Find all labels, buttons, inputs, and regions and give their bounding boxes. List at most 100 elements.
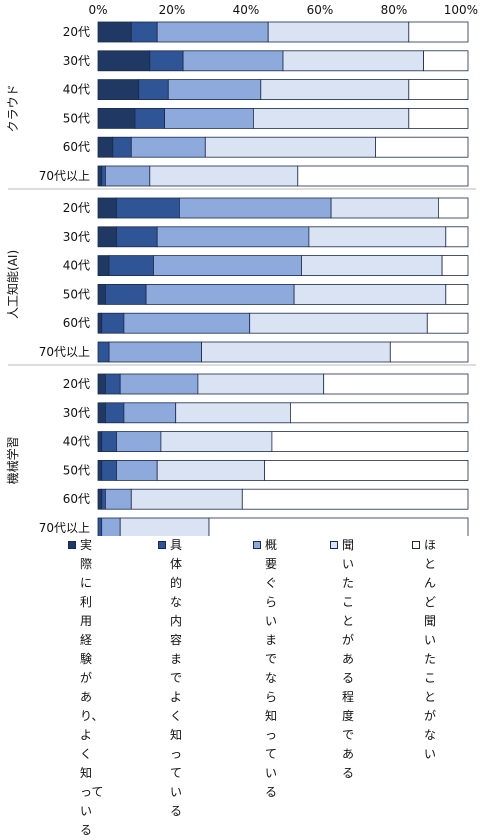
bar-segment — [123, 312, 251, 334]
stacked-bar-chart: 0% 20% 40% 60% 80% 100% クラウド 20代 30代 40代 50代 60代 70代… — [5, 3, 478, 536]
bar-segment — [156, 226, 310, 248]
bar-segment — [389, 341, 469, 363]
bar-segment — [423, 50, 469, 72]
category-label: 20代 — [63, 201, 90, 215]
bar-segment — [445, 283, 469, 305]
bar-segment — [116, 431, 162, 453]
category-label: 60代 — [63, 492, 90, 506]
group-label: 人工知能(AI) — [6, 250, 20, 319]
bar-segment — [149, 50, 184, 72]
bar-segment — [178, 197, 332, 219]
bar-segment — [97, 136, 114, 158]
legend-label-heard: 聞いたことが ある程度 である — [342, 538, 355, 780]
bar-segment — [97, 50, 151, 72]
bar-segment — [105, 488, 132, 510]
bar-segment — [97, 108, 136, 129]
bar-segment — [301, 255, 443, 277]
bar-segment — [105, 402, 125, 424]
legend-swatch-never — [412, 541, 420, 549]
bar-segment — [119, 373, 199, 395]
bar-segment — [164, 108, 254, 129]
bar-segment — [97, 517, 103, 536]
group-label: 機械学習 — [5, 436, 20, 484]
bar-segment — [101, 165, 106, 187]
bar-segment — [293, 283, 447, 305]
bar-segment — [97, 226, 117, 248]
bar-segment — [97, 255, 110, 277]
bar-segment — [249, 312, 428, 334]
bar-segment — [201, 341, 391, 363]
bar-segment — [156, 459, 265, 481]
bar-segment — [97, 312, 103, 334]
legend-label-used: 実際に利用 経験があり、 よく知っている — [80, 538, 104, 837]
category-label: 70代以上 — [39, 521, 90, 535]
bar-segment — [101, 459, 117, 481]
bar-segment — [101, 517, 121, 536]
bar-segment — [156, 21, 269, 43]
bar-segment — [108, 341, 202, 363]
bar-segment — [145, 283, 295, 305]
bar-segment — [130, 21, 158, 43]
group-label: クラウド — [6, 84, 20, 132]
category-label: 30代 — [63, 406, 90, 420]
bar-segment — [241, 488, 469, 510]
legend-swatch-used — [68, 541, 76, 549]
bar-segment — [105, 165, 151, 187]
bar-segment — [97, 283, 106, 305]
bar-segment — [101, 312, 125, 334]
bar-segment — [97, 165, 103, 187]
category-label: 70代以上 — [39, 169, 90, 183]
bar-segment — [208, 517, 469, 536]
bar-segment — [375, 136, 469, 158]
legend-label-overview: 概要ぐらい までなら 知っている — [265, 538, 278, 799]
category-label: 60代 — [63, 316, 90, 330]
bar-segment — [267, 21, 410, 43]
bar-segment — [116, 226, 158, 248]
bar-segment — [108, 255, 154, 277]
legend: 実際に利用 経験があり、 よく知っている 具体的な 内容まで よく知っている 概… — [0, 536, 490, 837]
category-label: 50代 — [63, 287, 90, 301]
bar-segment — [149, 165, 299, 187]
legend-label-detailed: 具体的な 内容まで よく知っている — [170, 538, 183, 818]
legend-swatch-overview — [253, 541, 261, 549]
bar-segment — [97, 431, 103, 453]
bar-segment — [123, 402, 177, 424]
category-label: 20代 — [63, 377, 90, 391]
x-tick-label: 60% — [307, 3, 334, 17]
bar-segment — [260, 79, 410, 100]
x-tick-label: 40% — [233, 3, 260, 17]
bar-segment — [138, 79, 169, 100]
category-label: 40代 — [63, 435, 90, 449]
category-label: 20代 — [63, 25, 90, 39]
category-label: 70代以上 — [39, 345, 90, 359]
bar-segment — [445, 226, 469, 248]
bar-segment — [282, 50, 425, 72]
bar-segment — [204, 136, 376, 158]
bar-segment — [175, 402, 291, 424]
bar-segment — [264, 459, 469, 481]
category-label: 30代 — [63, 230, 90, 244]
x-tick-label: 80% — [381, 3, 408, 17]
x-tick-label: 0% — [88, 3, 107, 17]
bar-segment — [119, 517, 210, 536]
bar-segment — [289, 402, 469, 424]
category-label: 30代 — [63, 54, 90, 68]
bar-segment — [437, 197, 469, 219]
bar-segment — [252, 108, 410, 129]
bar-segment — [408, 21, 469, 43]
bar-segment — [105, 283, 147, 305]
bar-segment — [116, 197, 180, 219]
bar-segment — [97, 373, 106, 395]
bar-segment — [167, 79, 262, 100]
bar-segment — [197, 373, 325, 395]
category-label: 50代 — [63, 111, 90, 125]
bar-segment — [426, 312, 469, 334]
bar-segment — [97, 459, 103, 481]
bar-segment — [330, 197, 439, 219]
category-label: 60代 — [63, 140, 90, 154]
bar-segment — [101, 431, 117, 453]
bar-segment — [160, 431, 273, 453]
bar-segment — [130, 488, 243, 510]
bar-segment — [97, 488, 103, 510]
bar-segment — [97, 79, 140, 100]
